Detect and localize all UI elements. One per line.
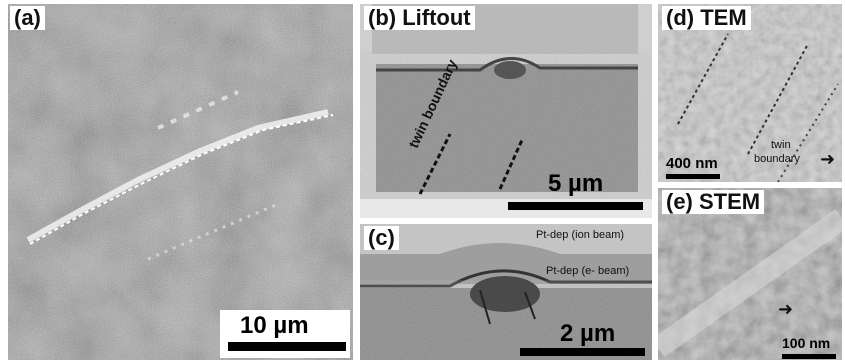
- panel-e-arrow-icon: ➜: [778, 299, 794, 319]
- panel-b-liftout-image: (b) Liftout twin boundary 5 µm: [360, 4, 652, 218]
- panel-d-tem-image: (d) TEM twin boundary ➜ 400 nm: [658, 4, 842, 182]
- pt-ion-beam-label: Pt-dep (ion beam): [536, 229, 625, 241]
- stem-micrograph: [658, 188, 842, 360]
- panel-c-scale-text: 2 µm: [560, 320, 616, 347]
- panel-c-image: (c) Pt-dep (ion beam) Pt-dep (e- beam) 2…: [360, 224, 652, 360]
- panel-b-scale-text: 5 µm: [548, 170, 604, 197]
- panel-a-sem-image: (a) 10 µm: [8, 4, 353, 360]
- panel-d-scale-text: 400 nm: [666, 155, 718, 172]
- tem-micrograph: [658, 4, 842, 182]
- panel-e-label: (e) STEM: [662, 189, 765, 215]
- panel-b-scalebar: [508, 202, 643, 210]
- panel-d-scalebar: [666, 174, 720, 179]
- liftout-micrograph: [360, 4, 652, 218]
- panel-e-scale-text: 100 nm: [782, 335, 831, 351]
- panel-d-arrow-icon: ➜: [820, 149, 836, 169]
- panel-d-twin-label-line1: twin: [771, 139, 791, 151]
- panel-d-twin-label-line2: boundary: [754, 153, 800, 165]
- panel-c-scalebar: [520, 348, 645, 356]
- panel-a-scalebar: [228, 342, 346, 351]
- panel-b-label: (b) Liftout: [364, 5, 475, 31]
- panel-d-label: (d) TEM: [662, 5, 751, 31]
- pt-e-beam-label: Pt-dep (e- beam): [546, 265, 630, 277]
- panel-e-stem-image: (e) STEM ➜ 100 nm: [658, 188, 842, 360]
- pt-dep-micrograph: [360, 224, 652, 360]
- panel-a-scale-text: 10 µm: [240, 312, 309, 339]
- sem-micrograph: [8, 4, 353, 360]
- panel-e-scalebar: [782, 354, 836, 359]
- panel-a-label: (a): [10, 5, 45, 31]
- panel-c-label: (c): [364, 225, 399, 251]
